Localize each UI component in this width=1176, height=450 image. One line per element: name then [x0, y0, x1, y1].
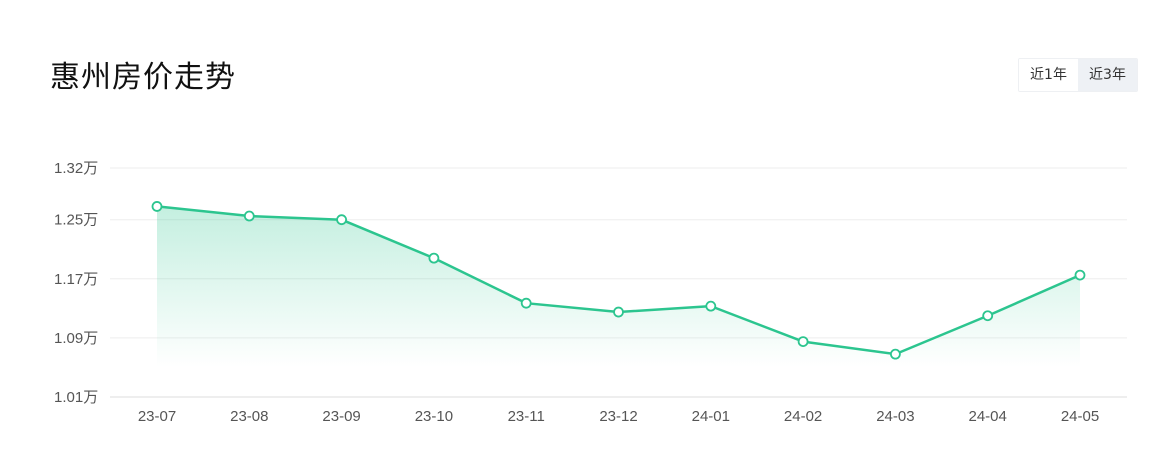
y-tick-label: 1.25万 — [54, 212, 98, 229]
toggle-1-year[interactable]: 近1年 — [1019, 59, 1078, 91]
data-point — [336, 214, 348, 226]
x-tick-label: 23-07 — [138, 408, 176, 425]
data-point — [520, 297, 532, 309]
data-point — [705, 300, 717, 312]
data-point — [151, 201, 163, 212]
x-tick-label: 23-08 — [230, 408, 268, 425]
x-tick-label: 23-11 — [508, 408, 545, 425]
data-point — [982, 310, 994, 322]
x-tick-label: 24-03 — [876, 408, 914, 425]
chart-title: 惠州房价走势 — [50, 60, 236, 95]
y-tick-label: 1.17万 — [54, 271, 98, 288]
x-tick-label: 24-05 — [1061, 408, 1099, 425]
y-tick-label: 1.01万 — [54, 389, 98, 406]
toggle-3-year[interactable]: 近3年 — [1078, 59, 1137, 91]
y-tick-label: 1.32万 — [54, 160, 98, 177]
x-tick-label: 23-12 — [599, 408, 637, 425]
data-point — [243, 210, 255, 222]
x-tick-label: 23-09 — [322, 408, 360, 425]
area-fill — [157, 206, 1080, 367]
x-tick-label: 24-01 — [692, 408, 730, 425]
data-point — [890, 348, 901, 360]
data-point — [428, 252, 440, 264]
data-point — [1074, 269, 1086, 281]
data-point — [797, 336, 809, 347]
x-tick-label: 23-10 — [415, 408, 453, 425]
x-tick-label: 24-02 — [784, 408, 822, 425]
data-point — [613, 306, 624, 318]
y-tick-label: 1.09万 — [54, 330, 98, 347]
x-tick-label: 24-04 — [969, 408, 1007, 425]
period-toggle: 近1年 近3年 — [1018, 58, 1138, 92]
